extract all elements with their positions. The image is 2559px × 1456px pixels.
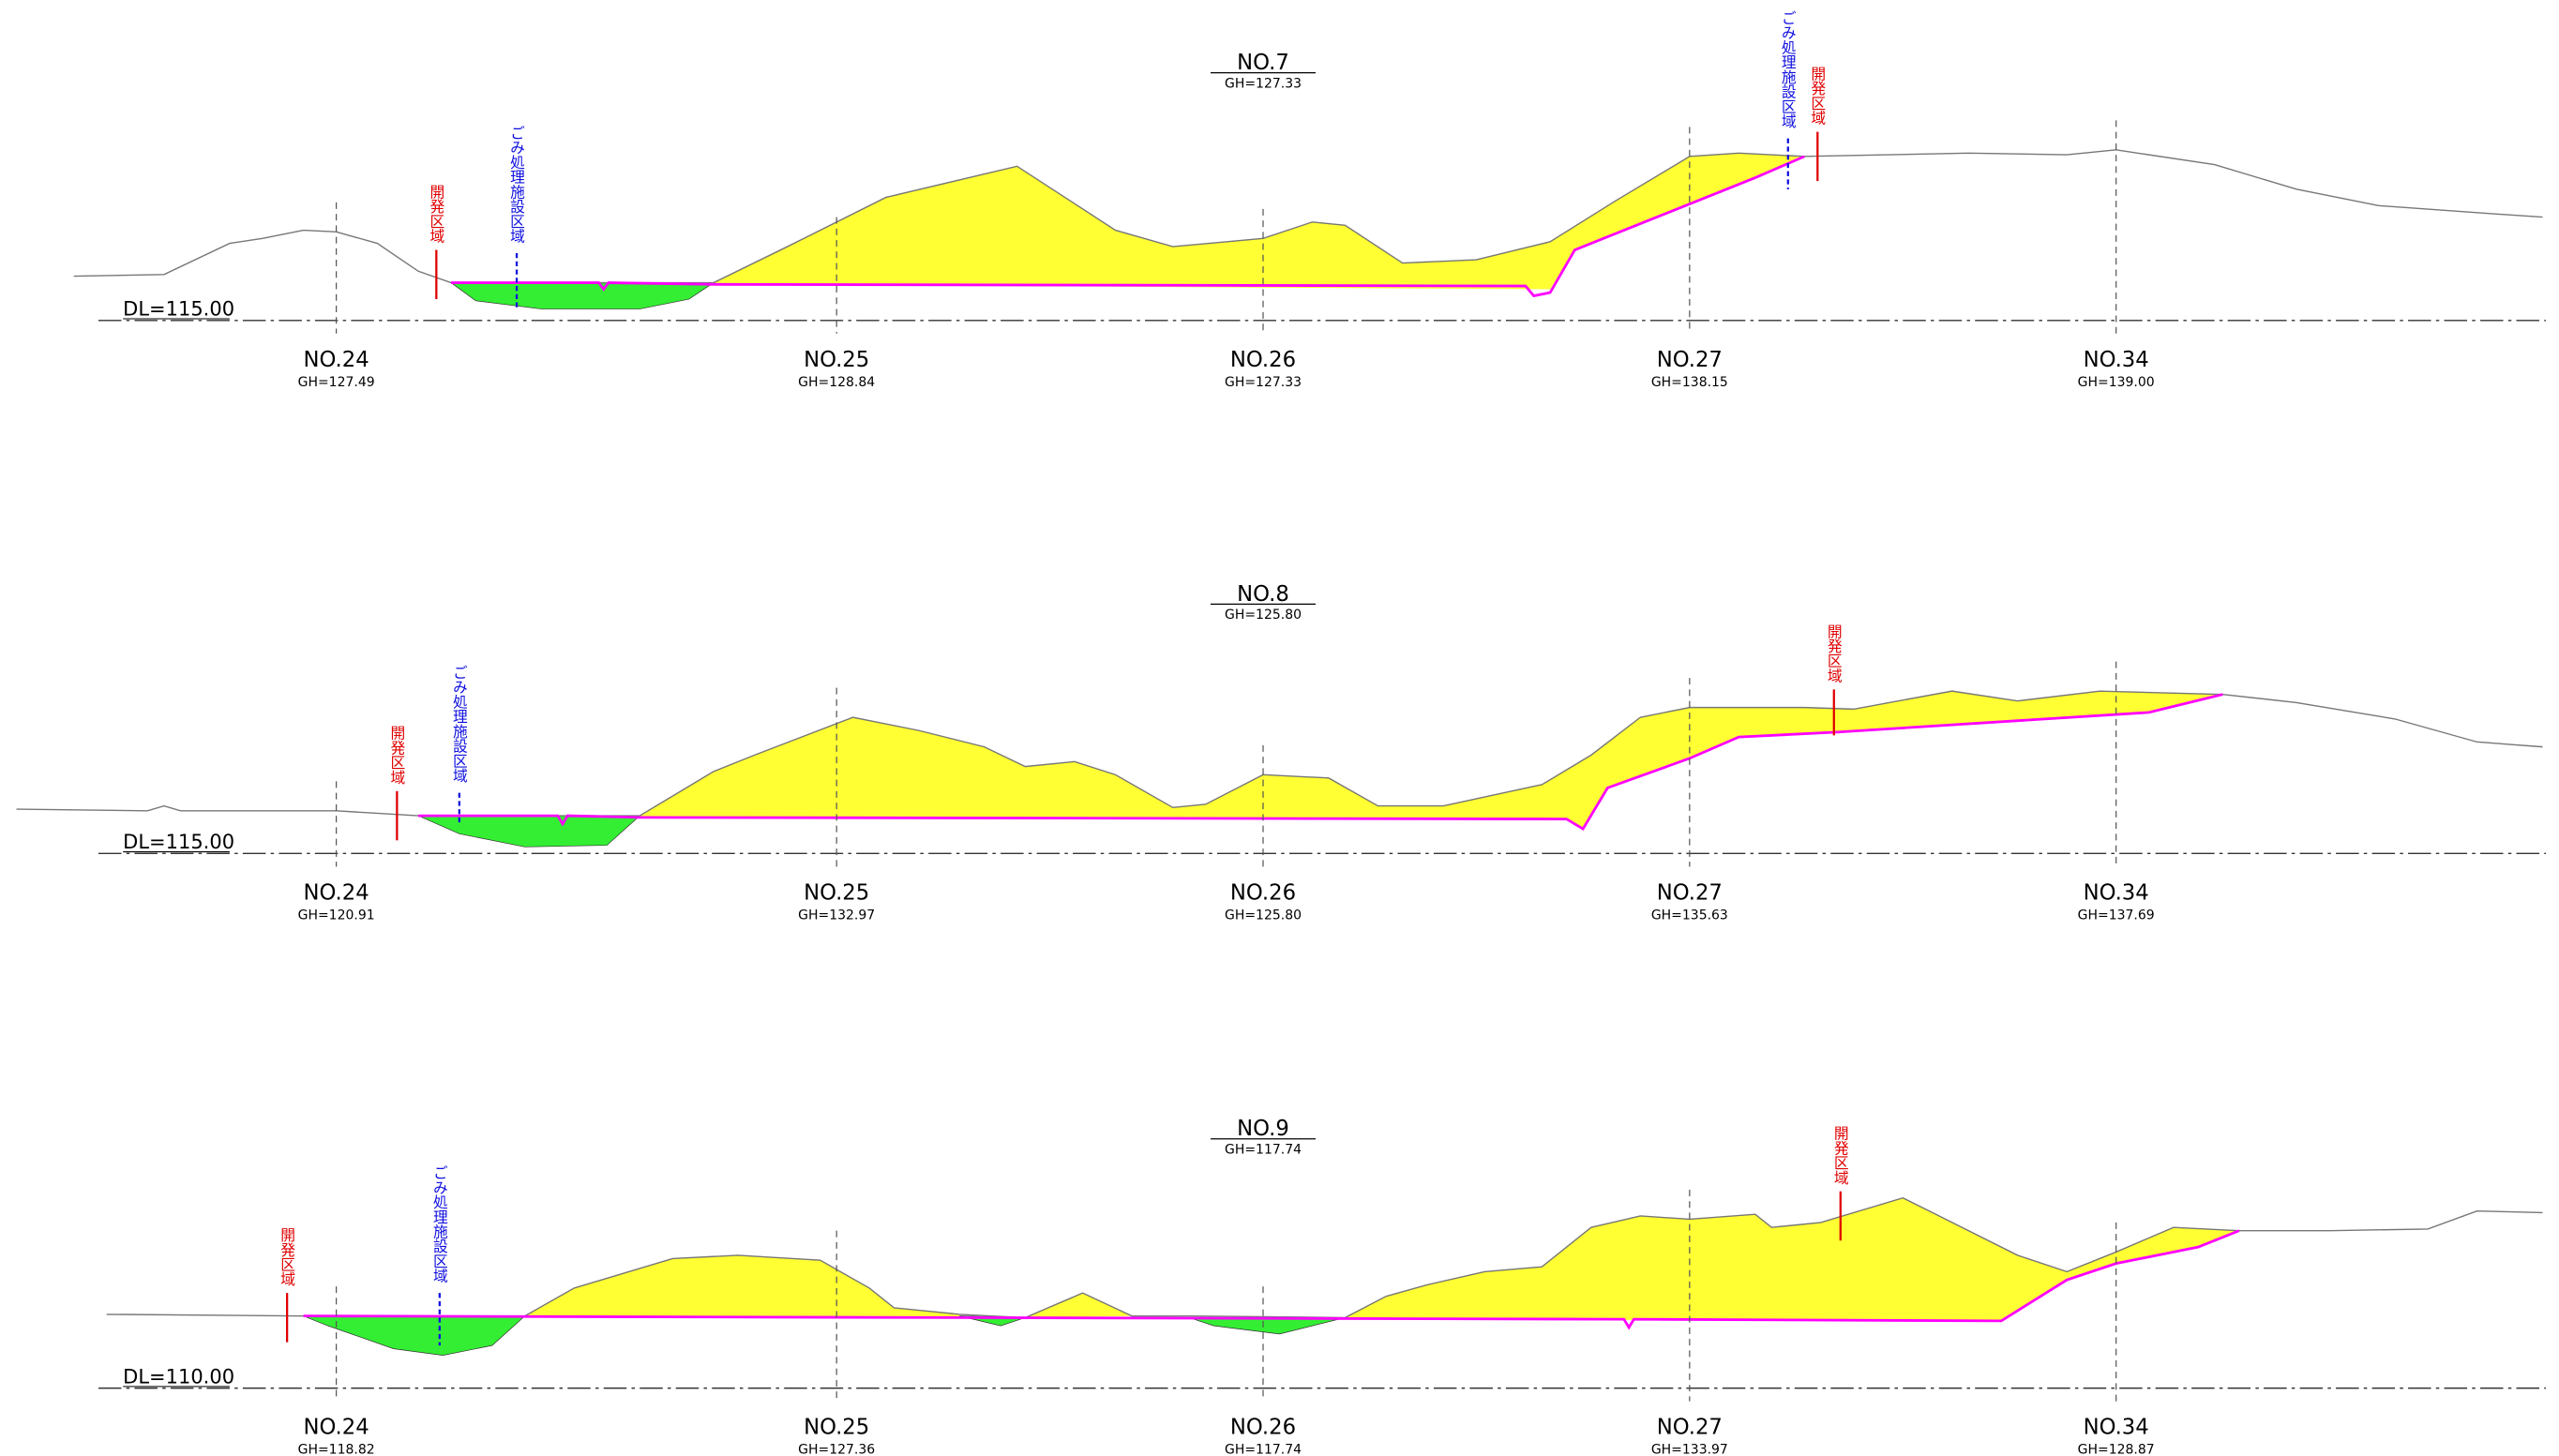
station-name: NO.25	[804, 348, 869, 372]
station-gh: GH=133.97	[1651, 1443, 1728, 1456]
station-name: NO.27	[1657, 348, 1723, 372]
section-gh: GH=117.74	[1225, 1142, 1302, 1157]
station-gh: GH=137.69	[2078, 908, 2155, 923]
section-title: NO.7	[1237, 51, 1289, 75]
station-name: NO.24	[304, 348, 369, 372]
design-line	[418, 693, 2223, 832]
station-gh: GH=135.63	[1651, 908, 1728, 923]
area-label: ごみ処理施設区域	[450, 665, 468, 783]
station-name: NO.25	[804, 1416, 869, 1440]
station-gh: GH=128.84	[798, 375, 875, 390]
station-gh: GH=139.00	[2078, 375, 2155, 390]
station-name: NO.26	[1230, 1416, 1296, 1440]
station-gh: GH=127.33	[1225, 375, 1302, 390]
design-line	[451, 155, 1805, 298]
fill-area	[640, 691, 2223, 830]
area-label: 開発区域	[1825, 623, 1843, 683]
station-name: NO.34	[2084, 348, 2149, 372]
area-label: 開発区域	[1831, 1126, 1849, 1185]
station-gh: GH=127.49	[298, 375, 375, 390]
section-gh: GH=127.33	[1225, 76, 1302, 91]
station-name: NO.24	[304, 880, 369, 905]
station-name: NO.34	[2084, 1416, 2149, 1440]
datum-label: DL=115.00	[123, 831, 234, 853]
station-gh: GH=138.15	[1651, 375, 1728, 390]
station-gh: GH=118.82	[298, 1443, 375, 1456]
area-label: ごみ処理施設区域	[508, 125, 526, 243]
section: DL=110.00NO.9GH=117.74NO.24GH=118.82NO.2…	[98, 1117, 2547, 1456]
area-label: 開発区域	[1809, 67, 1827, 126]
station-name: NO.26	[1230, 880, 1296, 905]
ground-line	[106, 1196, 2543, 1319]
station-gh: GH=125.80	[1225, 908, 1302, 923]
station-name: NO.27	[1657, 1416, 1723, 1440]
cut-area	[450, 282, 715, 309]
station-name: NO.26	[1230, 348, 1296, 372]
area-label: 開発区域	[428, 185, 445, 244]
area-label: ごみ処理施設区域	[430, 1165, 448, 1283]
fill-area	[1345, 1197, 2239, 1321]
section-title: NO.9	[1237, 1117, 1289, 1141]
fill-area	[1025, 1293, 1133, 1318]
section: DL=115.00NO.7GH=127.33NO.24GH=127.49NO.2…	[73, 10, 2547, 390]
station-gh: GH=127.36	[798, 1443, 875, 1456]
station-gh: GH=117.74	[1225, 1443, 1302, 1456]
cut-area	[417, 815, 641, 848]
datum-label: DL=110.00	[123, 1365, 234, 1388]
station-gh: GH=128.87	[2078, 1443, 2155, 1456]
station-name: NO.25	[804, 880, 869, 905]
area-label: ごみ処理施設区域	[1779, 10, 1797, 128]
station-gh: GH=132.97	[798, 908, 875, 923]
station-name: NO.34	[2084, 880, 2149, 905]
section: DL=115.00NO.8GH=125.80NO.24GH=120.91NO.2…	[16, 582, 2547, 923]
station-gh: GH=120.91	[298, 908, 375, 923]
fill-area	[713, 153, 1805, 290]
station-name: NO.24	[304, 1416, 369, 1440]
section-gh: GH=125.80	[1225, 608, 1302, 623]
design-line	[303, 1229, 2240, 1330]
ground-line	[73, 149, 2543, 284]
datum-label: DL=115.00	[123, 298, 234, 321]
station-name: NO.27	[1657, 880, 1723, 905]
area-label: 開発区域	[278, 1227, 296, 1286]
section-title: NO.8	[1237, 582, 1289, 607]
area-label: 開発区域	[388, 726, 406, 785]
cut-area	[1189, 1317, 1346, 1335]
